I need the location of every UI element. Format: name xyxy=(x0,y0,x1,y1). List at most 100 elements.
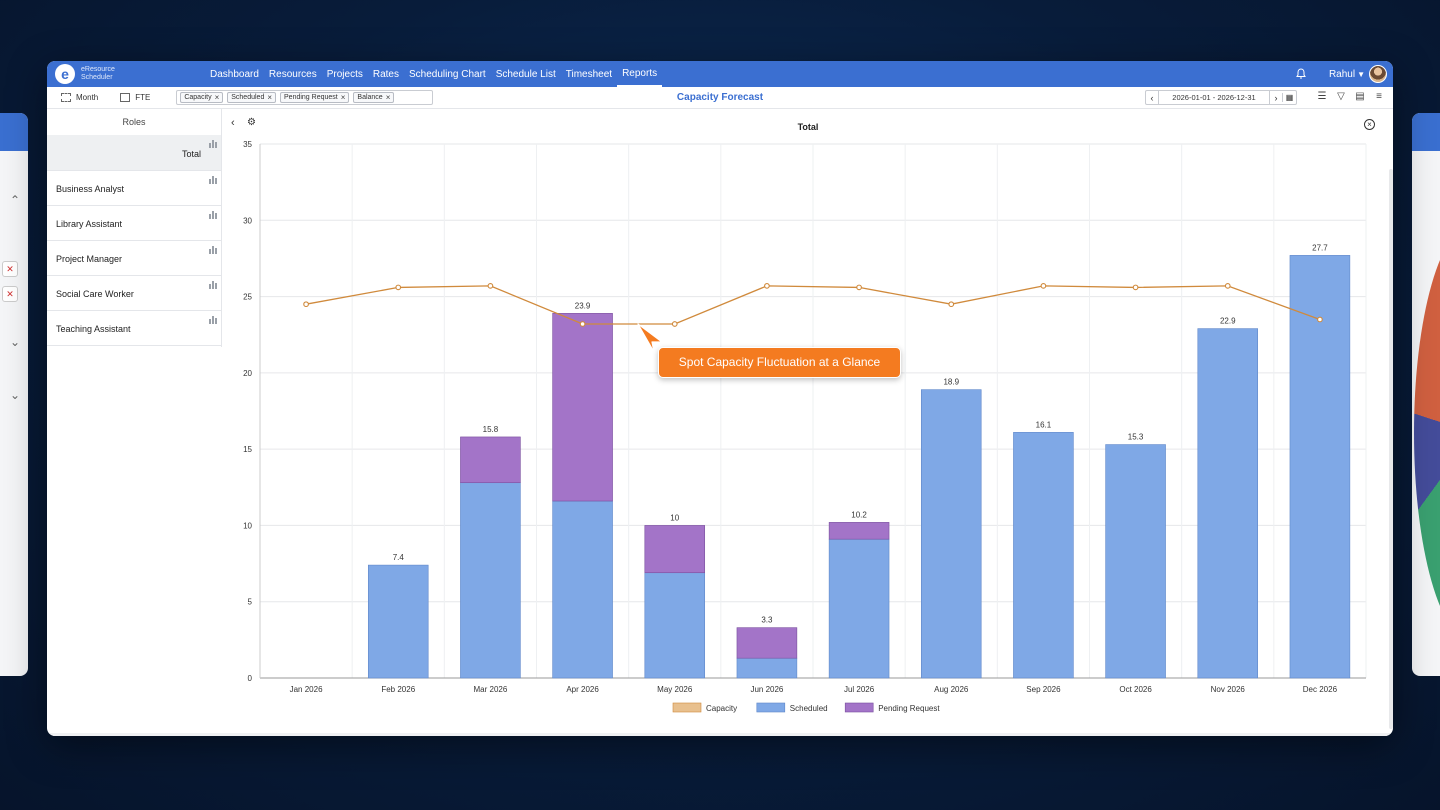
close-icon[interactable]: × xyxy=(385,93,391,102)
avatar[interactable] xyxy=(1369,65,1387,83)
bar-scheduled xyxy=(460,482,521,679)
chevron-down-icon[interactable]: ▼ xyxy=(1357,69,1365,79)
x-tick-label: Oct 2026 xyxy=(1119,685,1152,694)
nav-item-rates[interactable]: Rates xyxy=(372,68,399,80)
filter-icon[interactable]: ▽ xyxy=(1337,91,1345,102)
sidebar-item-teaching-assistant[interactable]: Teaching Assistant xyxy=(47,311,221,346)
x-tick-label: Feb 2026 xyxy=(381,685,415,694)
main-menu: Dashboard Resources Projects Rates Schedulin… xyxy=(205,61,663,87)
nav-item-resources[interactable]: Resources xyxy=(268,68,317,80)
bar-pending-request xyxy=(828,522,890,540)
sidebar-item-library-assistant[interactable]: Library Assistant xyxy=(47,206,221,241)
point-capacity xyxy=(856,284,862,291)
list-icon[interactable]: ☰ xyxy=(1317,91,1327,102)
fte-icon xyxy=(120,93,131,102)
bar-scheduled xyxy=(367,564,429,679)
date-range-value[interactable]: 2026-01-01 - 2026-12-31 xyxy=(1158,91,1270,104)
report-toolbar: Month FTE Capacity × Scheduled × Pending Req… xyxy=(47,87,1393,109)
point-capacity xyxy=(579,321,586,327)
x-tick-label: Jul 2026 xyxy=(844,685,875,694)
x-tick-label: Aug 2026 xyxy=(934,685,969,694)
app-window: e eResource Scheduler Dashboard Resources… xyxy=(47,61,1393,736)
logo-text-line2: Scheduler xyxy=(81,74,113,81)
nav-item-timesheet[interactable]: Timesheet xyxy=(565,68,613,80)
data-label: 10 xyxy=(670,513,679,522)
close-icon[interactable]: × xyxy=(267,93,273,102)
filter-chip-pending-request[interactable]: Pending Request × xyxy=(280,92,350,103)
user-menu-name[interactable]: Rahul xyxy=(1328,68,1356,80)
bar-scheduled xyxy=(736,657,798,679)
data-label: 23.9 xyxy=(575,301,591,310)
app-logo[interactable]: e eResource Scheduler xyxy=(55,64,205,84)
chevron-left-icon[interactable]: ‹ xyxy=(231,117,235,129)
bar-scheduled xyxy=(644,572,706,679)
legend-label: Capacity xyxy=(706,704,737,713)
bar-scheduled xyxy=(828,538,890,679)
bar-chart-icon[interactable] xyxy=(208,281,217,289)
y-tick-label: 5 xyxy=(248,598,253,607)
filter-chip-capacity[interactable]: Capacity × xyxy=(180,92,224,103)
y-tick-label: 30 xyxy=(243,216,252,225)
logo-text-line1: eResource xyxy=(81,66,115,73)
date-range-picker[interactable]: ‹ 2026-01-01 - 2026-12-31 › ▦ xyxy=(1145,90,1297,105)
data-label: 15.8 xyxy=(483,425,499,434)
fte-toggle-button[interactable]: FTE xyxy=(120,93,150,102)
x-tick-label: May 2026 xyxy=(657,685,693,694)
gear-icon[interactable]: ⚙ xyxy=(247,117,256,128)
sidebar-item-total[interactable]: Total xyxy=(47,135,221,171)
bar-pending-request xyxy=(460,436,521,484)
expand-icon xyxy=(61,93,71,102)
bell-icon[interactable] xyxy=(1295,68,1307,80)
close-icon[interactable]: × xyxy=(340,93,346,102)
nav-item-projects[interactable]: Projects xyxy=(326,68,363,80)
filter-chip-balance[interactable]: Balance × xyxy=(353,92,395,103)
legend-label: Scheduled xyxy=(790,704,828,713)
bar-scheduled xyxy=(1197,328,1259,679)
legend-swatch xyxy=(844,702,874,713)
bar-chart-icon[interactable] xyxy=(208,246,217,254)
nav-item-scheduling-chart[interactable]: Scheduling Chart xyxy=(408,68,486,80)
settings-sliders-icon[interactable]: ≡ xyxy=(1376,91,1382,102)
point-capacity xyxy=(487,283,494,289)
close-icon[interactable]: × xyxy=(1364,119,1375,130)
legend-swatch xyxy=(672,702,702,713)
remove-icon: ✕ xyxy=(2,261,18,277)
sidebar-item-business-analyst[interactable]: Business Analyst xyxy=(47,171,221,206)
y-tick-label: 15 xyxy=(243,445,252,454)
chevron-left-icon[interactable]: ‹ xyxy=(1150,92,1154,103)
chevron-right-icon[interactable]: › xyxy=(1274,92,1278,103)
series-filter-input[interactable]: Capacity × Scheduled × Pending Request × Balan… xyxy=(176,90,434,105)
scrollbar[interactable] xyxy=(1389,169,1393,729)
nav-item-reports[interactable]: Reports xyxy=(617,61,663,87)
data-label: 18.9 xyxy=(943,378,959,387)
point-capacity xyxy=(1040,283,1047,289)
bar-scheduled xyxy=(920,389,982,679)
bar-pending-request xyxy=(644,525,706,574)
y-tick-label: 0 xyxy=(248,674,253,683)
data-label: 15.3 xyxy=(1128,433,1144,442)
month-toggle-button[interactable]: Month xyxy=(61,93,98,102)
sidebar-item-social-care-worker[interactable]: Social Care Worker xyxy=(47,276,221,311)
bar-chart-icon[interactable] xyxy=(208,176,217,184)
filter-chip-scheduled[interactable]: Scheduled × xyxy=(227,92,277,103)
data-label: 22.9 xyxy=(1220,317,1236,326)
point-capacity xyxy=(303,301,309,308)
point-capacity xyxy=(1317,316,1323,323)
bar-pending-request xyxy=(552,313,613,502)
nav-item-dashboard[interactable]: Dashboard xyxy=(210,68,259,80)
nav-item-schedule-list[interactable]: Schedule List xyxy=(495,68,556,80)
roles-header: Roles xyxy=(122,117,146,127)
bar-chart-icon[interactable] xyxy=(208,211,217,219)
sidebar-item-project-manager[interactable]: Project Manager xyxy=(47,241,221,276)
bar-chart-icon[interactable] xyxy=(208,140,217,148)
x-tick-label: Dec 2026 xyxy=(1303,685,1338,694)
background-window-left: ⌃ ✕ ✕ ⌄ ⌄ xyxy=(0,113,28,676)
close-icon[interactable]: × xyxy=(214,93,220,102)
roles-sidebar: Roles Total Business Analyst Library Assi… xyxy=(47,109,222,347)
bar-scheduled xyxy=(1289,255,1351,679)
export-icon[interactable]: ▤ xyxy=(1355,91,1365,102)
bar-chart-icon[interactable] xyxy=(208,316,217,324)
bar-scheduled xyxy=(552,500,613,679)
calendar-icon[interactable]: ▦ xyxy=(1282,93,1296,102)
bar-scheduled xyxy=(1105,444,1166,679)
